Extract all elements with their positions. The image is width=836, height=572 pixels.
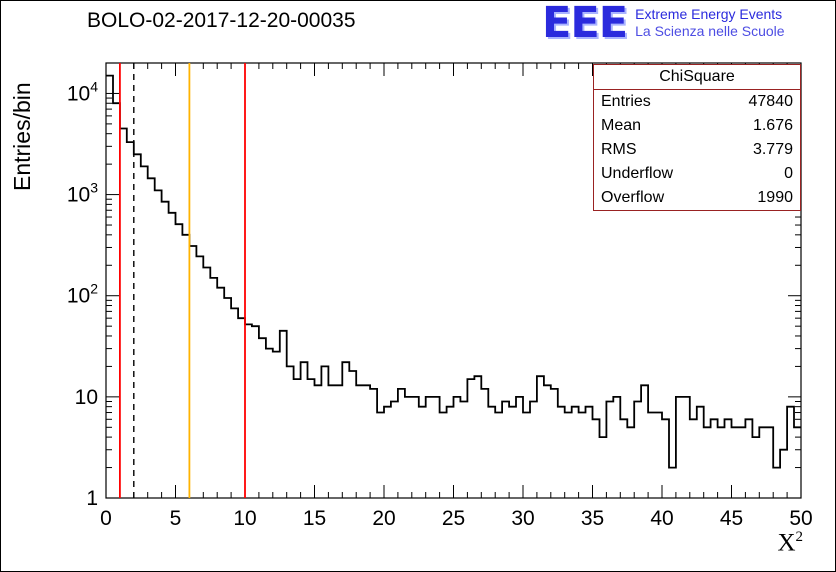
stats-box: ChiSquare Entries 47840 Mean 1.676 RMS 3…	[593, 64, 801, 211]
x-axis-title: X2	[777, 529, 803, 557]
stats-row-value: 1990	[757, 189, 793, 206]
y-tick-label-1e4: 104	[67, 78, 98, 105]
x-tick-label-45: 45	[720, 507, 743, 530]
x-tick-label-30: 30	[511, 507, 534, 530]
eee-logo-letters: EEE	[542, 0, 628, 48]
stats-row-label: Entries	[601, 93, 651, 110]
stats-row-value: 3.779	[752, 141, 793, 158]
stats-row: Mean 1.676	[594, 114, 800, 138]
stats-row-value: 1.676	[752, 117, 793, 134]
y-tick-label-1e2: 102	[67, 281, 98, 308]
stats-box-title: ChiSquare	[594, 65, 800, 90]
x-tick-label-50: 50	[789, 507, 812, 530]
stats-row-label: Overflow	[601, 189, 665, 206]
eee-logo-line2: La Scienza nelle Scuole	[635, 23, 785, 39]
x-axis-title-base: X	[777, 529, 796, 557]
y-tick-label-1e1: 10	[75, 386, 98, 409]
y-axis-title: Entries/bin	[9, 82, 35, 191]
x-tick-label-35: 35	[581, 507, 604, 530]
stats-row: Underflow 0	[594, 162, 800, 186]
y-tick-label-1e3: 103	[67, 180, 98, 207]
eee-logo: EEE Extreme Energy Events La Scienza nel…	[542, 0, 785, 48]
eee-logo-line1: Extreme Energy Events	[635, 6, 783, 22]
x-tick-label-15: 15	[303, 507, 326, 530]
stats-row: Overflow 1990	[594, 186, 800, 210]
stats-row-label: RMS	[601, 141, 637, 158]
x-tick-label-40: 40	[650, 507, 673, 530]
eee-logo-text: Extreme Energy Events La Scienza nelle S…	[635, 3, 784, 40]
x-tick-label-0: 0	[100, 507, 112, 530]
stats-row: RMS 3.779	[594, 138, 800, 162]
stats-row: Entries 47840	[594, 90, 800, 114]
x-tick-label-10: 10	[233, 507, 256, 530]
plot-title: BOLO-02-2017-12-20-00035	[87, 9, 356, 32]
histogram-line	[106, 74, 801, 469]
x-tick-label-5: 5	[170, 507, 182, 530]
x-tick-label-25: 25	[442, 507, 465, 530]
stats-row-value: 0	[784, 165, 793, 182]
x-axis-title-exponent: 2	[795, 529, 804, 545]
stats-row-value: 47840	[748, 93, 794, 110]
stats-row-label: Mean	[601, 117, 642, 134]
y-tick-label-1e0: 1	[86, 487, 98, 510]
stats-row-label: Underflow	[601, 165, 674, 182]
x-tick-label-20: 20	[372, 507, 395, 530]
